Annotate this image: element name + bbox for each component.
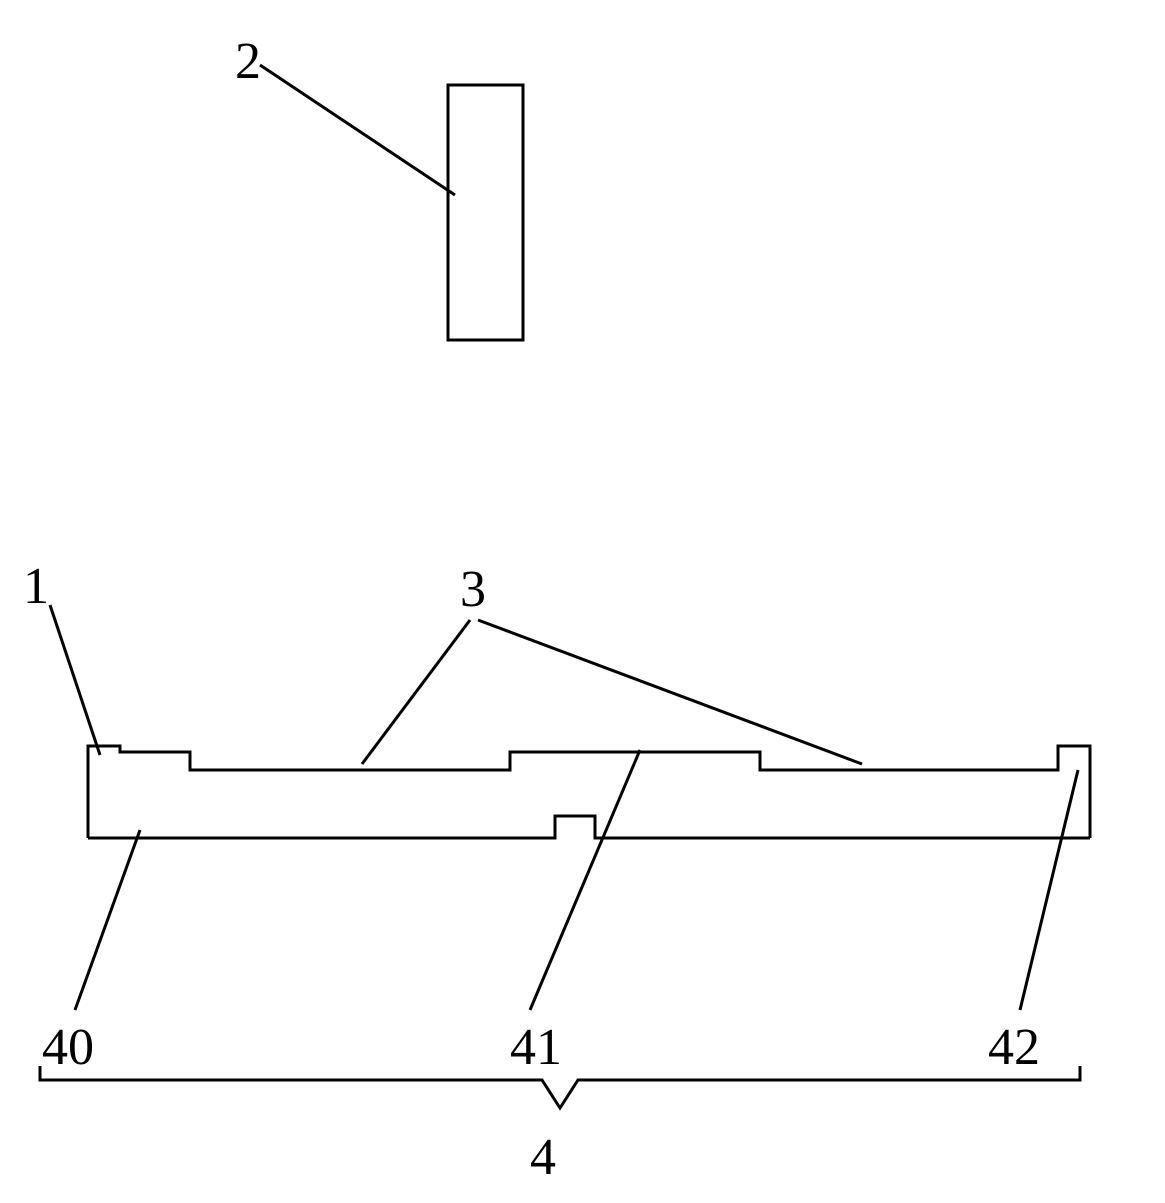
label-42: 42 (988, 1018, 1040, 1077)
label-1: 1 (23, 557, 49, 616)
label-2: 2 (235, 32, 261, 91)
label-4: 4 (530, 1128, 556, 1187)
label-40: 40 (42, 1018, 94, 1077)
label-41: 41 (510, 1018, 562, 1077)
label-3: 3 (460, 560, 486, 619)
